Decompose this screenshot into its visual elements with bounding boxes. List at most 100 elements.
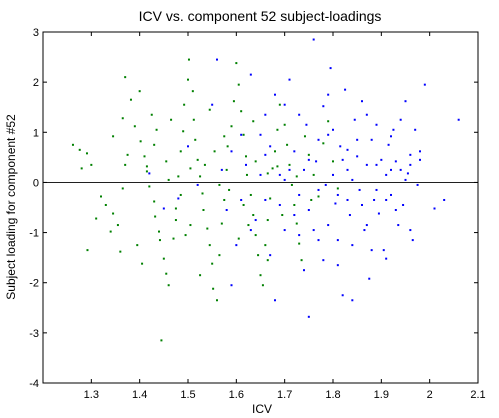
x-tick-label: 1.4 [132, 389, 147, 401]
data-point [141, 262, 144, 265]
data-point [138, 90, 141, 93]
data-point [351, 299, 354, 302]
data-point [218, 183, 221, 186]
data-point [295, 175, 298, 178]
data-point [303, 135, 306, 138]
data-point [249, 73, 252, 76]
data-point [170, 118, 173, 121]
data-point [165, 272, 168, 275]
data-point [202, 209, 205, 212]
data-point [375, 188, 378, 191]
data-point [344, 88, 347, 91]
data-point [346, 148, 349, 151]
data-point [264, 153, 267, 156]
data-point [124, 163, 127, 166]
data-point [183, 103, 186, 106]
data-point [274, 299, 276, 302]
data-point [327, 133, 330, 136]
data-point [226, 145, 229, 148]
data-point [211, 103, 214, 106]
data-point [167, 178, 170, 181]
data-point [242, 133, 245, 136]
data-point [104, 203, 107, 206]
data-point [225, 209, 228, 212]
data-point [365, 224, 368, 227]
data-point [199, 175, 202, 178]
y-tick-label: -3 [29, 328, 39, 340]
data-point [351, 244, 354, 247]
data-point [112, 212, 115, 215]
x-tick-label: 1.5 [180, 389, 195, 401]
data-point [370, 138, 373, 141]
data-point [339, 145, 342, 148]
data-point [266, 172, 269, 175]
data-point [329, 67, 332, 70]
data-point [254, 160, 257, 163]
data-point [240, 110, 243, 113]
data-point [298, 193, 301, 196]
data-point [247, 224, 250, 227]
data-point [402, 203, 405, 206]
data-point [235, 244, 238, 247]
data-point [365, 163, 368, 166]
data-point [317, 188, 320, 191]
data-point [303, 168, 305, 171]
data-point [158, 239, 161, 242]
data-point [162, 207, 165, 210]
data-point [269, 254, 272, 257]
data-point [80, 167, 83, 170]
data-point [148, 172, 151, 175]
data-point [174, 219, 177, 222]
data-point [419, 158, 421, 161]
x-tick-label: 2 [427, 389, 433, 401]
data-point [155, 128, 158, 131]
data-point [240, 133, 243, 136]
data-point [121, 117, 124, 120]
data-point [211, 262, 214, 265]
data-point [208, 244, 211, 247]
data-point [346, 168, 349, 171]
data-point [249, 229, 252, 232]
data-point [394, 160, 397, 163]
data-point [288, 163, 291, 166]
y-tick-label: 2 [33, 77, 39, 89]
data-point [237, 237, 240, 240]
data-point [300, 259, 303, 262]
data-point [361, 203, 363, 206]
data-point [419, 150, 421, 153]
data-point [327, 120, 330, 123]
data-point [348, 214, 351, 217]
data-point [375, 163, 378, 166]
data-point [124, 76, 127, 79]
data-point [358, 188, 361, 191]
data-point [112, 135, 115, 138]
data-point [150, 113, 153, 116]
data-point [399, 168, 402, 171]
data-point [370, 249, 373, 252]
data-point [307, 158, 310, 161]
data-point [327, 93, 330, 96]
data-point [199, 274, 202, 277]
data-point [129, 98, 132, 101]
plot-area [42, 31, 479, 384]
data-point [230, 125, 233, 128]
data-point [312, 229, 315, 232]
data-point [126, 153, 129, 156]
series-1 [148, 38, 460, 318]
data-point [232, 100, 235, 103]
x-tick-label: 1.9 [374, 389, 389, 401]
x-axis-label: ICV [252, 402, 272, 416]
data-point [324, 183, 327, 186]
data-point [187, 78, 189, 81]
data-point [293, 150, 296, 153]
data-point [341, 158, 344, 161]
data-point [336, 187, 339, 190]
data-point [167, 284, 170, 287]
data-point [109, 230, 112, 233]
data-point [145, 165, 148, 168]
data-point [385, 173, 388, 176]
data-point [390, 135, 392, 138]
data-point [298, 242, 301, 245]
data-point [356, 138, 359, 141]
data-point [177, 197, 180, 200]
